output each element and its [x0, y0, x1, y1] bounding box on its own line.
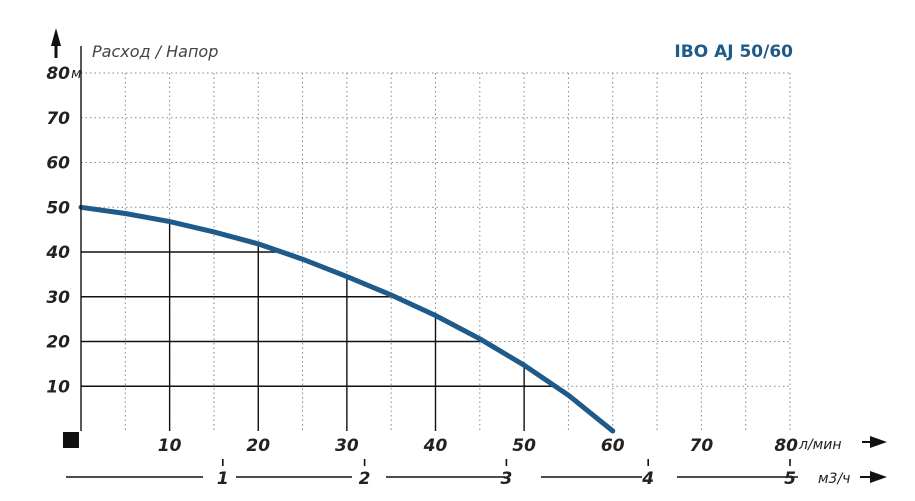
- chart-series: [78, 204, 616, 434]
- origin-marker: [63, 432, 79, 448]
- y-tick-label: 20: [46, 333, 70, 353]
- x-axis-arrow: [870, 436, 887, 448]
- x2-axis-unit: м3/ч: [818, 471, 850, 487]
- x-tick-label: 10: [158, 436, 182, 456]
- y-tick-label: 40: [45, 243, 70, 263]
- x-tick-label: 70: [690, 436, 714, 456]
- x2-tick-label: 3: [500, 469, 512, 489]
- x-tick-label: 20: [246, 436, 270, 456]
- y-tick-label: 70: [46, 109, 70, 129]
- chart-labels: Расход / Напор IBO AJ 50/60 м л/мин м3/ч: [71, 42, 850, 487]
- chart-axes: 10 20 30 40 50 60 70 80 10 20 30 40 50 60 70 80 1 2 3 4 5: [45, 28, 887, 489]
- y-tick-label: 30: [46, 288, 70, 308]
- y-tick-label: 80: [46, 64, 70, 84]
- x2-tick-label: 5: [784, 469, 796, 489]
- y-tick-label: 50: [46, 198, 70, 218]
- y-tick-label: 60: [46, 154, 70, 174]
- reference-lines: [81, 221, 556, 431]
- y-axis-unit: м: [71, 66, 82, 82]
- performance-curve: [78, 204, 616, 434]
- x2-tick-label: 2: [359, 469, 371, 489]
- y-tick-label: 10: [46, 377, 70, 397]
- x2-axis-arrow: [870, 471, 887, 483]
- chart-title: IBO AJ 50/60: [674, 42, 793, 62]
- x-tick-label: 60: [601, 436, 625, 456]
- x-tick-label: 50: [512, 436, 536, 456]
- x-axis-unit: л/мин: [798, 437, 841, 453]
- x-tick-label: 30: [335, 436, 359, 456]
- x2-tick-label: 4: [641, 469, 654, 489]
- x-tick-label: 80: [774, 436, 798, 456]
- x2-tick-label: 1: [217, 469, 229, 489]
- y-axis-label: Расход / Напор: [92, 42, 218, 61]
- x-tick-label: 40: [423, 436, 448, 456]
- y-axis-arrow: [51, 28, 61, 46]
